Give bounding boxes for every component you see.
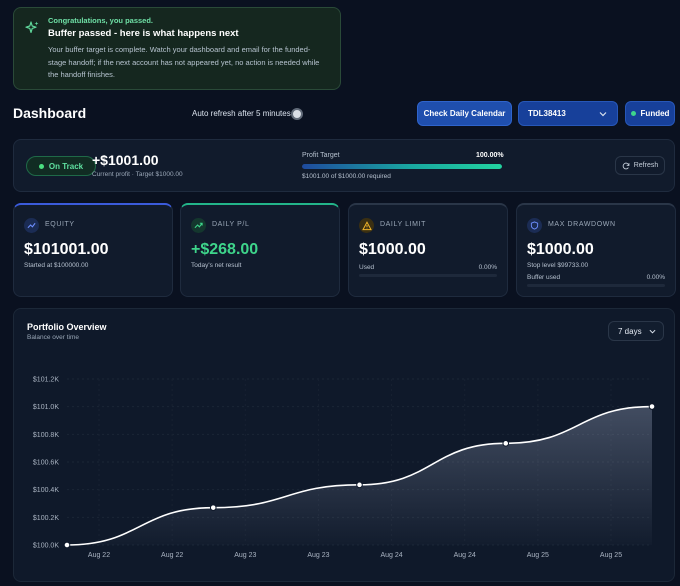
banner-body-line: stage handoff; if the next account has n… <box>48 57 320 67</box>
profit-target-label: Profit Target <box>302 152 340 159</box>
metric-value: $101001.00 <box>24 241 109 258</box>
x-tick-label: Aug 22 <box>88 552 110 559</box>
time-range-select[interactable]: 7 days <box>608 321 664 341</box>
check-daily-calendar-button[interactable]: Check Daily Calendar <box>417 101 512 126</box>
data-point <box>356 481 363 489</box>
current-profit-value: +$1001.00 <box>92 152 159 168</box>
x-tick-label: Aug 23 <box>307 552 329 559</box>
account-id: TDL38413 <box>528 109 566 118</box>
funded-badge: Funded <box>625 101 675 126</box>
status-dot <box>630 111 636 116</box>
current-profit-label: Current profit <box>92 171 130 178</box>
chevron-down-icon <box>599 112 607 117</box>
notification-banner: Congratulations, you passed. Buffer pass… <box>13 7 341 90</box>
time-range-value: 7 days <box>618 326 642 336</box>
equity-card: EQUITY $101001.00 Started at $100000.00 <box>13 203 173 297</box>
on-track-badge: On Track <box>26 156 96 176</box>
data-point <box>209 504 217 511</box>
on-track-label: On Track <box>48 161 84 171</box>
y-tick-label: $100.8K <box>33 432 59 439</box>
profit-target-progress-fill <box>302 164 502 169</box>
target-label: Target $1000.00 <box>135 171 183 178</box>
profit-target-percent: 100.00% <box>476 152 504 159</box>
metric-label: DAILY P/L <box>212 221 250 228</box>
data-point <box>648 403 656 410</box>
x-tick-label: Aug 24 <box>380 552 402 559</box>
profit-required-text: $1001.00 of $1000.00 required <box>302 173 391 180</box>
metric-percent: 0.00% <box>646 274 665 281</box>
metric-label: DAILY LIMIT <box>380 221 427 228</box>
profit-status-card: On Track +$1001.00 Current profit · Targ… <box>13 139 675 192</box>
drawdown-progress-bar <box>527 284 665 287</box>
refresh-button[interactable]: Refresh <box>615 156 665 175</box>
y-tick-label: $100.2K <box>33 515 59 522</box>
metric-value: $1000.00 <box>527 241 594 258</box>
metric-percent: 0.00% <box>478 264 497 271</box>
banner-body-line: Your buffer target is complete. Watch yo… <box>48 45 311 54</box>
profit-subtext: Current profit · Target $1000.00 <box>92 171 183 178</box>
trend-up-icon <box>191 218 206 233</box>
metric-subtext: Today's net result <box>191 262 242 269</box>
portfolio-overview-card: $100.0K $100.2K $100.4K $100.6K $100.8K $101.… <box>13 308 675 582</box>
portfolio-subtitle: Balance over time <box>27 334 80 341</box>
x-tick-label: Aug 22 <box>161 552 183 559</box>
metric-label: MAX DRAWDOWN <box>548 221 616 228</box>
max-drawdown-card: MAX DRAWDOWN $1000.00 Stop level $99733.… <box>516 203 676 297</box>
y-tick-label: $100.0K <box>33 543 59 550</box>
sparkles-icon <box>25 21 39 33</box>
funded-label: Funded <box>640 109 670 118</box>
warning-icon <box>359 218 374 233</box>
chevron-down-icon <box>649 329 656 334</box>
trend-up-icon <box>24 218 39 233</box>
account-select[interactable]: TDL38413 <box>518 101 618 126</box>
refresh-label: Refresh <box>633 162 659 169</box>
banner-body: Your buffer target is complete. Watch yo… <box>48 44 330 82</box>
y-tick-label: $100.4K <box>33 487 59 494</box>
daily-limit-progress-bar <box>359 274 497 277</box>
x-tick-label: Aug 25 <box>600 552 622 559</box>
data-point <box>502 440 510 447</box>
banner-body-line: the handoff finishes. <box>48 70 115 79</box>
chart-area <box>67 406 652 545</box>
metric-subtext: Used <box>359 264 375 271</box>
x-tick-label: Aug 24 <box>454 552 476 559</box>
y-tick-label: $101.2K <box>33 377 59 384</box>
metric-value: +$268.00 <box>191 241 259 258</box>
metric-subtext: Stop level $99733.00 <box>527 262 589 269</box>
y-tick-label: $100.6K <box>33 460 59 467</box>
daily-limit-card: DAILY LIMIT $1000.00 Used 0.00% <box>348 203 508 297</box>
status-dot <box>38 163 44 169</box>
profit-separator: · <box>131 171 134 178</box>
portfolio-chart: $100.0K $100.2K $100.4K $100.6K $100.8K $101.… <box>33 377 656 559</box>
banner-kicker: Congratulations, you passed. <box>48 16 154 25</box>
portfolio-title: Portfolio Overview <box>27 322 107 332</box>
profit-target-progress-bar <box>302 164 502 169</box>
page-title: Dashboard <box>13 105 87 121</box>
y-tick-label: $101.0K <box>33 404 59 411</box>
metric-subtext-2: Buffer used <box>527 274 561 281</box>
x-tick-label: Aug 25 <box>527 552 549 559</box>
x-tick-label: Aug 23 <box>234 552 256 559</box>
metric-subtext: Started at $100000.00 <box>24 262 89 269</box>
banner-title: Buffer passed - here is what happens nex… <box>48 28 239 39</box>
daily-pl-card: DAILY P/L +$268.00 Today's net result <box>180 203 340 297</box>
refresh-icon <box>622 162 630 169</box>
shield-icon <box>527 218 542 233</box>
data-point <box>63 541 71 549</box>
auto-refresh-toggle[interactable] <box>291 108 303 120</box>
metric-label: EQUITY <box>45 221 75 228</box>
auto-refresh-label: Auto refresh after 5 minutes <box>192 109 291 118</box>
metric-value: $1000.00 <box>359 241 426 258</box>
